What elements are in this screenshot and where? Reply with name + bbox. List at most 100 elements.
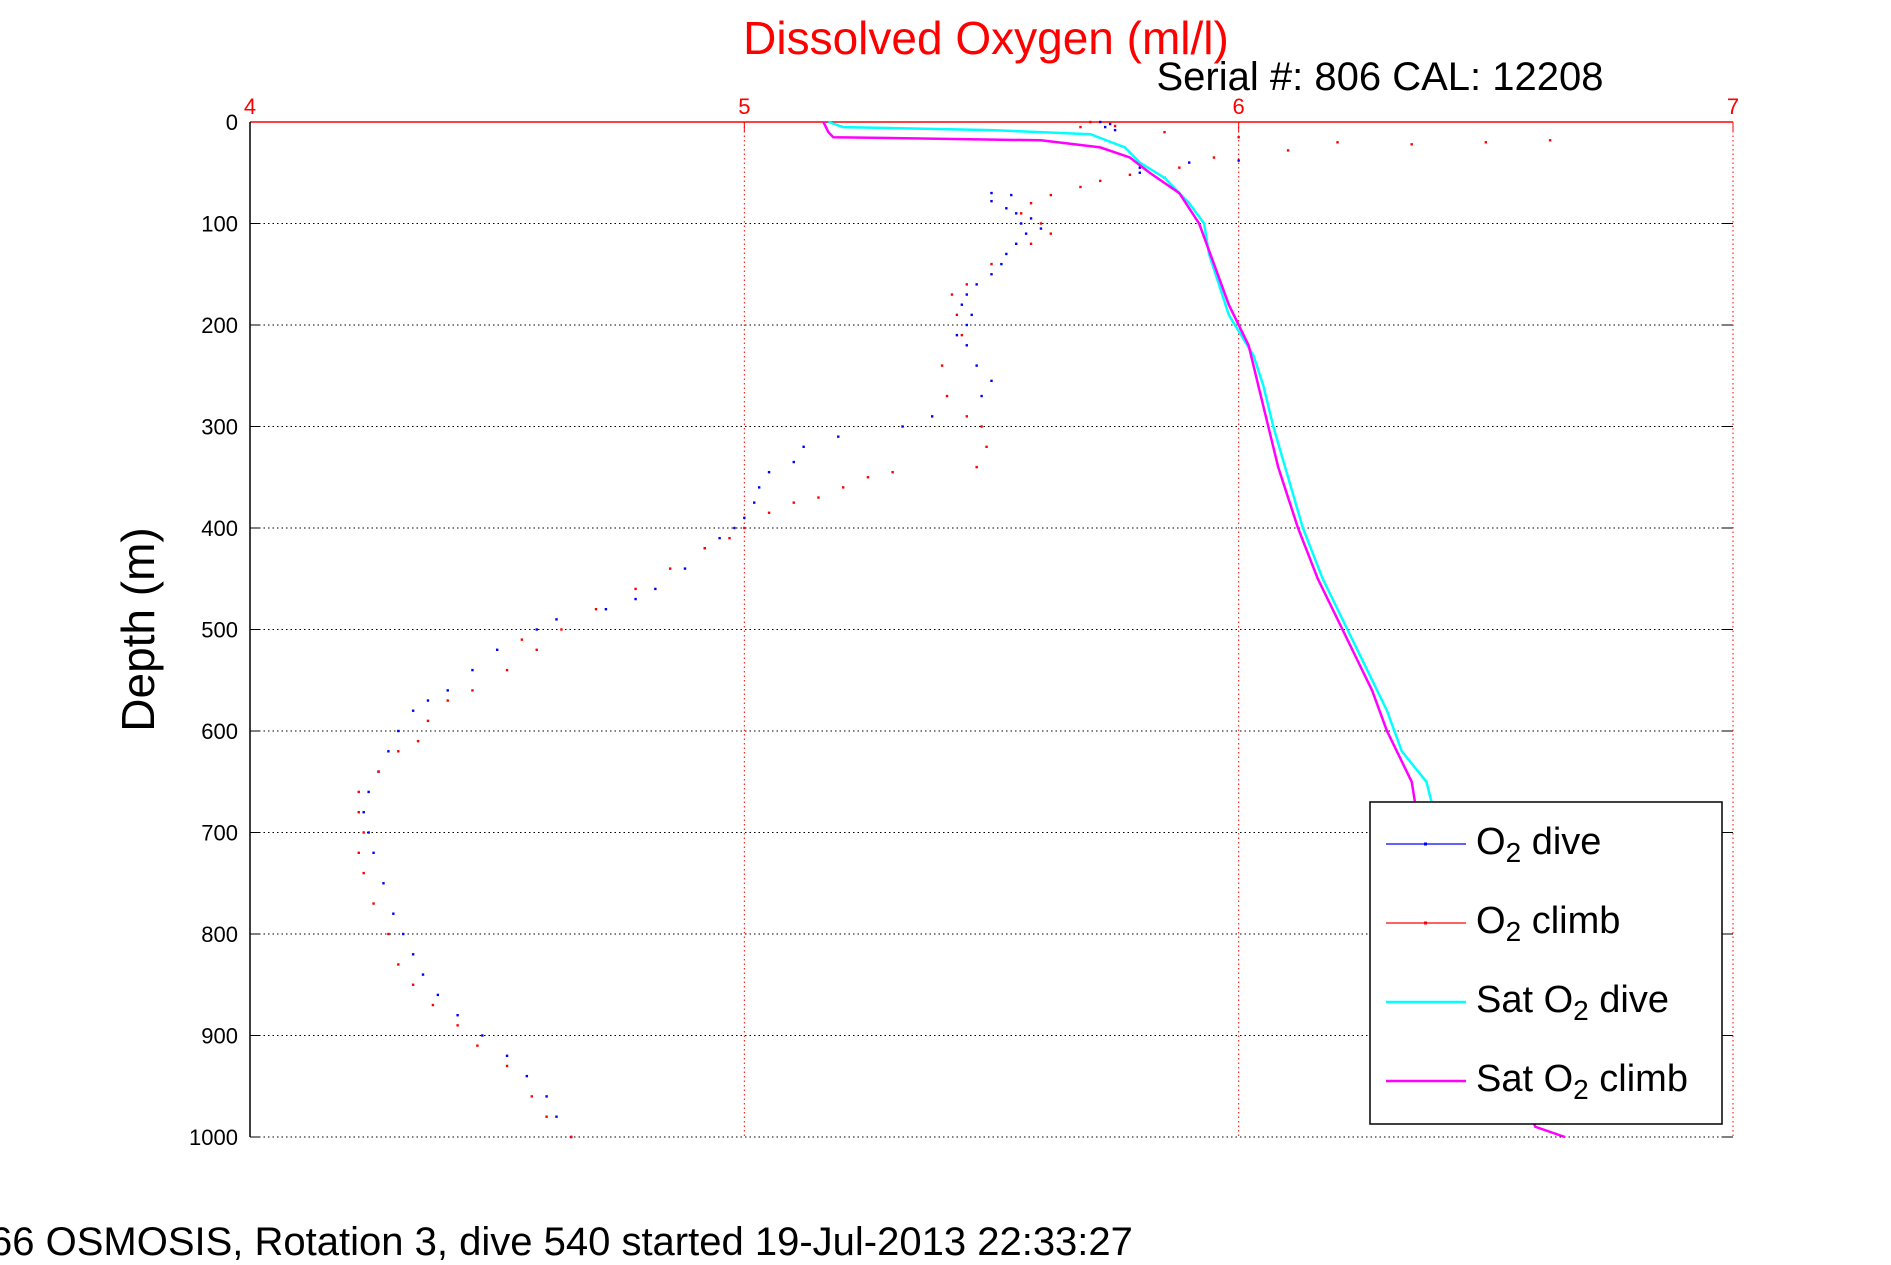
- data-point-o2-dive: [1040, 227, 1042, 229]
- data-point-o2-dive: [684, 567, 686, 569]
- legend-swatch-marker: [1424, 922, 1427, 925]
- data-point-o2-climb: [793, 501, 795, 503]
- data-point-o2-climb: [1287, 149, 1289, 151]
- y-tick-label: 1000: [189, 1125, 238, 1150]
- data-point-o2-dive: [536, 628, 538, 630]
- data-point-o2-dive: [1005, 207, 1007, 209]
- data-point-o2-dive: [437, 994, 439, 996]
- data-point-o2-dive: [412, 953, 414, 955]
- data-point-o2-dive: [956, 334, 958, 336]
- data-point-o2-dive: [605, 608, 607, 610]
- data-point-o2-climb: [1178, 166, 1180, 168]
- data-point-o2-dive: [1237, 159, 1239, 161]
- data-point-o2-climb: [560, 628, 562, 630]
- data-point-o2-climb: [985, 446, 987, 448]
- data-point-o2-dive: [555, 1116, 557, 1118]
- data-point-o2-dive: [412, 710, 414, 712]
- data-point-o2-dive: [966, 293, 968, 295]
- data-point-o2-dive: [901, 425, 903, 427]
- data-point-o2-dive: [1030, 217, 1032, 219]
- data-point-o2-dive: [1139, 172, 1141, 174]
- data-point-o2-climb: [397, 750, 399, 752]
- series-sat-o2-dive: [828, 122, 1431, 802]
- data-point-o2-climb: [372, 902, 374, 904]
- data-point-o2-dive: [753, 501, 755, 503]
- data-point-o2-climb: [506, 1065, 508, 1067]
- serial-label: Serial #: 806 CAL: 12208: [1157, 55, 1604, 99]
- data-point-o2-climb: [768, 512, 770, 514]
- data-point-o2-climb: [728, 537, 730, 539]
- legend-label: O2 dive: [1476, 821, 1601, 868]
- data-point-o2-dive: [961, 304, 963, 306]
- data-point-o2-dive: [802, 446, 804, 448]
- data-point-o2-climb: [358, 852, 360, 854]
- data-point-o2-climb: [427, 720, 429, 722]
- x-tick-label: 4: [244, 94, 256, 119]
- data-point-o2-dive: [1188, 161, 1190, 163]
- data-point-o2-dive: [966, 344, 968, 346]
- data-point-o2-dive: [362, 811, 364, 813]
- data-point-o2-climb: [397, 963, 399, 965]
- y-tick-label: 900: [201, 1024, 238, 1049]
- data-point-o2-climb: [1336, 141, 1338, 143]
- data-point-o2-climb: [1237, 136, 1239, 138]
- series-line-sat-o2-dive: [828, 122, 1431, 802]
- data-point-o2-climb: [966, 415, 968, 417]
- data-point-o2-dive: [1005, 253, 1007, 255]
- x-tick-label: 5: [738, 94, 750, 119]
- data-point-o2-climb: [867, 476, 869, 478]
- data-point-o2-dive: [1015, 212, 1017, 214]
- data-point-o2-dive: [422, 973, 424, 975]
- y-tick-label: 600: [201, 719, 238, 744]
- data-point-o2-climb: [961, 334, 963, 336]
- data-point-o2-climb: [536, 649, 538, 651]
- data-point-o2-dive: [372, 852, 374, 854]
- data-point-o2-climb: [358, 791, 360, 793]
- data-point-o2-dive: [447, 689, 449, 691]
- legend-swatch-marker: [1424, 843, 1427, 846]
- data-point-o2-dive: [931, 415, 933, 417]
- data-point-o2-dive: [471, 669, 473, 671]
- data-point-o2-dive: [481, 1034, 483, 1036]
- data-point-o2-dive: [392, 913, 394, 915]
- data-point-o2-dive: [397, 730, 399, 732]
- data-point-o2-climb: [946, 395, 948, 397]
- y-tick-label: 300: [201, 415, 238, 440]
- data-point-o2-dive: [402, 933, 404, 935]
- y-tick-label: 700: [201, 821, 238, 846]
- data-point-o2-climb: [817, 496, 819, 498]
- data-point-o2-dive: [1025, 232, 1027, 234]
- data-point-o2-dive: [387, 750, 389, 752]
- data-point-o2-climb: [521, 638, 523, 640]
- data-point-o2-dive: [654, 588, 656, 590]
- data-point-o2-climb: [1213, 156, 1215, 158]
- data-point-o2-climb: [1099, 180, 1101, 182]
- data-point-o2-climb: [447, 699, 449, 701]
- data-point-o2-climb: [471, 689, 473, 691]
- data-point-o2-dive: [990, 192, 992, 194]
- data-point-o2-dive: [768, 471, 770, 473]
- data-point-o2-dive: [1010, 194, 1012, 196]
- data-point-o2-climb: [669, 567, 671, 569]
- data-point-o2-dive: [980, 395, 982, 397]
- data-point-o2-dive: [1114, 129, 1116, 131]
- data-point-o2-climb: [1030, 243, 1032, 245]
- data-point-o2-climb: [570, 1136, 572, 1138]
- y-axis-label: Depth (m): [112, 527, 164, 731]
- data-point-o2-dive: [1015, 243, 1017, 245]
- data-point-o2-dive: [1099, 121, 1101, 123]
- data-point-o2-climb: [634, 588, 636, 590]
- y-tick-label: 200: [201, 313, 238, 338]
- data-point-o2-climb: [704, 547, 706, 549]
- data-point-o2-dive: [1000, 263, 1002, 265]
- data-point-o2-dive: [975, 283, 977, 285]
- data-point-o2-dive: [1104, 126, 1106, 128]
- data-point-o2-climb: [362, 872, 364, 874]
- data-point-o2-dive: [427, 699, 429, 701]
- data-point-o2-dive: [975, 364, 977, 366]
- data-point-o2-climb: [456, 1024, 458, 1026]
- data-point-o2-dive: [1020, 222, 1022, 224]
- data-point-o2-dive: [990, 273, 992, 275]
